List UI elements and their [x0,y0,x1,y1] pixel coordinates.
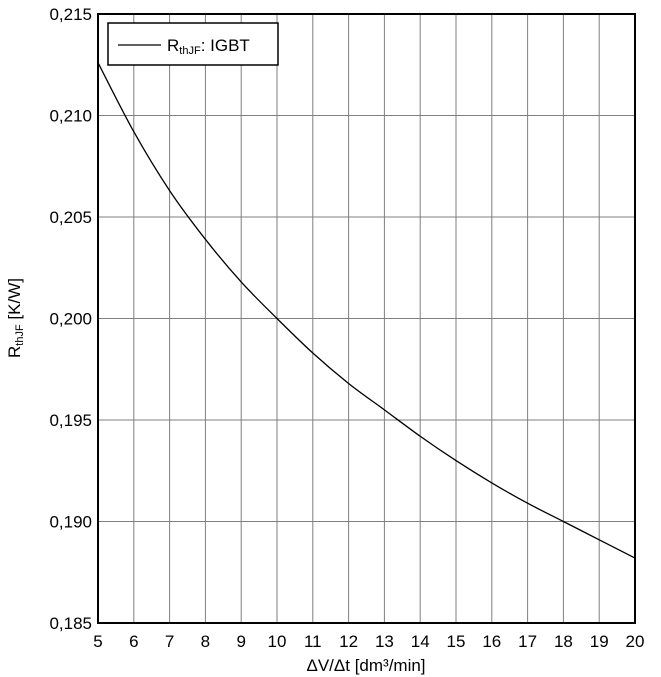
y-tick-label: 0,205 [49,208,92,227]
y-axis-label-main: R [5,346,24,358]
x-tick-label: 16 [482,632,501,651]
x-tick-label: 10 [268,632,287,651]
x-tick-label: 20 [626,632,645,651]
x-tick-label: 7 [165,632,174,651]
series-line-rthjf-igbt [97,62,636,559]
x-tick-label: 5 [93,632,102,651]
y-tick-label: 0,185 [49,614,92,633]
x-tick-label: 14 [411,632,430,651]
x-tick-label: 18 [554,632,573,651]
x-tick-label: 11 [304,632,322,651]
y-axis-label-sub: thJF [14,324,26,346]
x-tick-label: 17 [518,632,537,651]
y-tick-label: 0,215 [49,5,92,24]
y-tick-label: 0,210 [49,107,92,126]
legend-label-rest: : IGBT [201,36,250,55]
legend-box [107,22,279,66]
x-tick-label: 15 [447,632,466,651]
legend-label-sub: thJF [179,45,201,57]
x-axis-label: ΔV/Δt [dm³/min] [306,656,425,675]
y-axis-label: RthJF [K/W] [5,278,26,358]
x-tick-label: 6 [129,632,138,651]
x-tick-label: 12 [339,632,358,651]
y-tick-label: 0,190 [49,513,92,532]
plot-frame [97,13,636,624]
x-tick-label: 19 [590,632,609,651]
legend-label: RthJF: IGBT [167,36,250,57]
series-line-layer [97,62,636,559]
y-axis-label-unit: [K/W] [5,278,24,324]
legend: RthJF: IGBT [107,22,279,66]
tick-labels: 5 6 7 8 9 10 11 12 13 14 15 16 17 18 19 20 0,185 0,190 0,1… [49,5,644,651]
x-tick-label: 9 [236,632,245,651]
x-tick-label: 13 [375,632,394,651]
y-tick-label: 0,195 [49,411,92,430]
grid [97,13,636,624]
legend-label-main: R [167,36,179,55]
x-tick-label: 8 [201,632,210,651]
y-tick-label: 0,200 [49,310,92,329]
